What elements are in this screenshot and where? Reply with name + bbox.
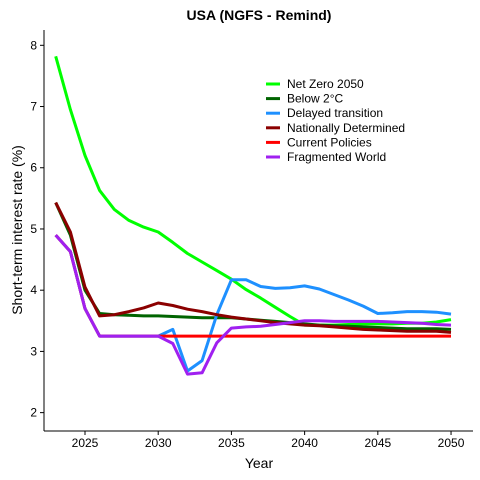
y-tick-label: 7 [30,100,37,114]
axes: 2025 2030 2035 2040 2045 2050 2 3 4 5 6 7 8 [30,30,473,450]
y-tick-label: 5 [30,222,37,236]
y-axis-label: Short-term interest rate (%) [9,145,25,315]
legend-label-fragmented-world: Fragmented World [287,150,386,164]
legend-label-current-policies: Current Policies [287,135,372,149]
legend-label-below-2-c: Below 2°C [287,92,343,106]
y-tick-label: 3 [30,344,37,358]
series-line-delayed-transition [54,234,452,373]
x-axis-label: Year [245,455,274,471]
x-tick-label: 2045 [364,436,391,450]
series-line-nationally-determined [54,201,452,334]
y-tick-label: 4 [30,283,37,297]
chart-title: USA (NGFS - Remind) [187,7,332,23]
x-tick-label: 2030 [145,436,172,450]
y-tick-label: 6 [30,161,37,175]
series-lines [54,55,452,376]
x-tick-label: 2050 [438,436,465,450]
series-line-fragmented-world [54,234,452,376]
x-tick-label: 2040 [291,436,318,450]
legend-label-net-zero-2050: Net Zero 2050 [287,77,364,91]
x-tick-label: 2025 [72,436,99,450]
y-tick-label: 8 [30,38,37,52]
series-line-below-2-c [54,201,452,331]
series-line-net-zero-2050 [54,55,452,327]
y-tick-label: 2 [30,406,37,420]
legend-label-delayed-transition: Delayed transition [287,106,383,120]
legend-label-nationally-determined: Nationally Determined [287,121,405,135]
x-tick-label: 2035 [218,436,245,450]
